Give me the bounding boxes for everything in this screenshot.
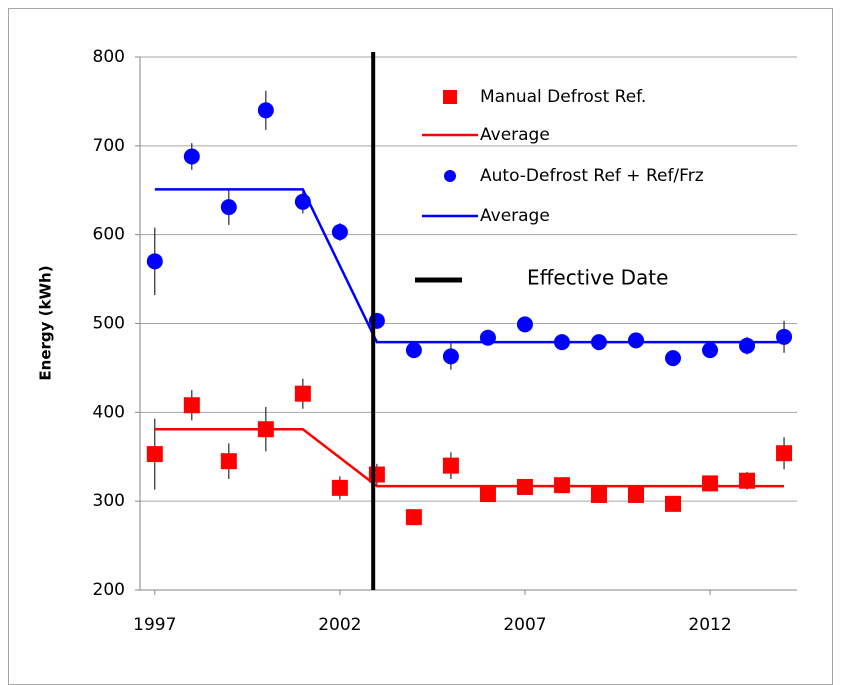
point [739,337,756,354]
point [479,486,496,503]
y-tick-label: 600 [93,225,125,245]
legend-label: Manual Defrost Ref. [480,87,646,107]
y-axis-label: Energy (kWh) [37,265,55,380]
x-tick-label: 1997 [133,615,176,635]
point [331,479,348,496]
legend-label: Average [480,206,550,226]
legend-marker [444,170,456,182]
x-tick-label: 2007 [503,615,546,635]
point [776,328,793,345]
y-tick-label: 400 [93,402,125,422]
y-tick-label: 700 [93,136,125,156]
point [405,342,422,359]
point [220,199,237,216]
point [294,385,311,402]
point [220,453,237,470]
legend-marker [443,90,457,104]
average-line [154,188,785,344]
point [627,332,644,349]
point [257,102,274,119]
point [590,486,607,503]
x-tick-label: 2002 [318,615,361,635]
point [702,475,719,492]
point [665,495,682,512]
x-tick-label: 2012 [688,615,731,635]
legend-label: Effective Date [527,266,668,290]
point [183,397,200,414]
point [183,148,200,165]
point [702,342,719,359]
point [405,509,422,526]
point [442,348,459,365]
point [739,472,756,489]
y-tick-label: 500 [93,314,125,334]
point [665,350,682,367]
point [146,446,163,463]
point [776,445,793,462]
point [516,316,533,333]
point [331,224,348,241]
point [627,486,644,503]
point [146,253,163,270]
average-line [154,427,785,488]
legend-label: Average [480,125,550,145]
y-tick-label: 200 [93,580,125,600]
y-tick-label: 800 [93,47,125,67]
y-tick-label: 300 [93,491,125,511]
legend-label: Auto-Defrost Ref + Ref/Frz [480,166,704,186]
point [442,457,459,474]
